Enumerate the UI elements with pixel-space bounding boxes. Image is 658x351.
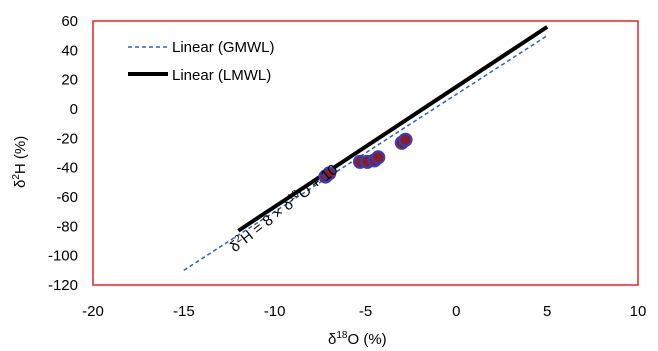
y-tick-label: -80 <box>56 218 78 235</box>
x-axis-title-sup: 18 <box>336 330 348 341</box>
y-tick-label: 60 <box>61 13 78 30</box>
gmwl-trend-line <box>183 35 548 271</box>
lmwl-trend-line <box>237 25 549 233</box>
data-point <box>398 132 413 147</box>
y-axis-title: δ2H (%) <box>11 136 29 188</box>
y-tick-label: -60 <box>56 189 78 206</box>
y-tick-label: 0 <box>70 101 78 118</box>
x-axis-title-rest: O (%) <box>347 331 386 348</box>
legend-label-gmwl: Linear (GMWL) <box>172 39 275 56</box>
x-tick-label: -5 <box>359 303 372 320</box>
y-axis-title-rest: H (%) <box>12 136 29 174</box>
x-tick-label: 0 <box>452 303 460 320</box>
series-layer <box>183 25 549 271</box>
y-tick-label: -40 <box>56 160 78 177</box>
legend-label-lmwl: Linear (LMWL) <box>172 67 271 84</box>
x-tick-label: -10 <box>264 303 286 320</box>
y-axis-ticks: -120 -100 -80 -60 -40 -20 0 20 40 60 <box>48 13 78 294</box>
x-tick-label: -20 <box>82 303 104 320</box>
y-axis-title-base: δ <box>12 180 29 188</box>
y-tick-label: 40 <box>61 42 78 59</box>
data-point <box>371 150 386 165</box>
data-point <box>322 166 337 181</box>
y-tick-label: -100 <box>48 248 78 265</box>
plot-area-border <box>92 20 639 286</box>
x-tick-label: -15 <box>173 303 195 320</box>
y-tick-label: -20 <box>56 130 78 147</box>
legend: Linear (GMWL) Linear (LMWL) <box>128 39 275 84</box>
x-tick-label: 10 <box>630 303 647 320</box>
annotation-sup-1: 2 <box>233 233 245 245</box>
x-tick-label: 5 <box>543 303 551 320</box>
y-tick-label: -120 <box>48 277 78 294</box>
x-axis-title-base: δ <box>328 331 336 348</box>
y-axis-title-sup: 2 <box>11 174 22 180</box>
x-axis-title: δ18O (%) <box>328 330 387 348</box>
y-tick-label: 20 <box>61 72 78 89</box>
x-axis-ticks: -20 -15 -10 -5 0 5 10 <box>82 303 646 320</box>
